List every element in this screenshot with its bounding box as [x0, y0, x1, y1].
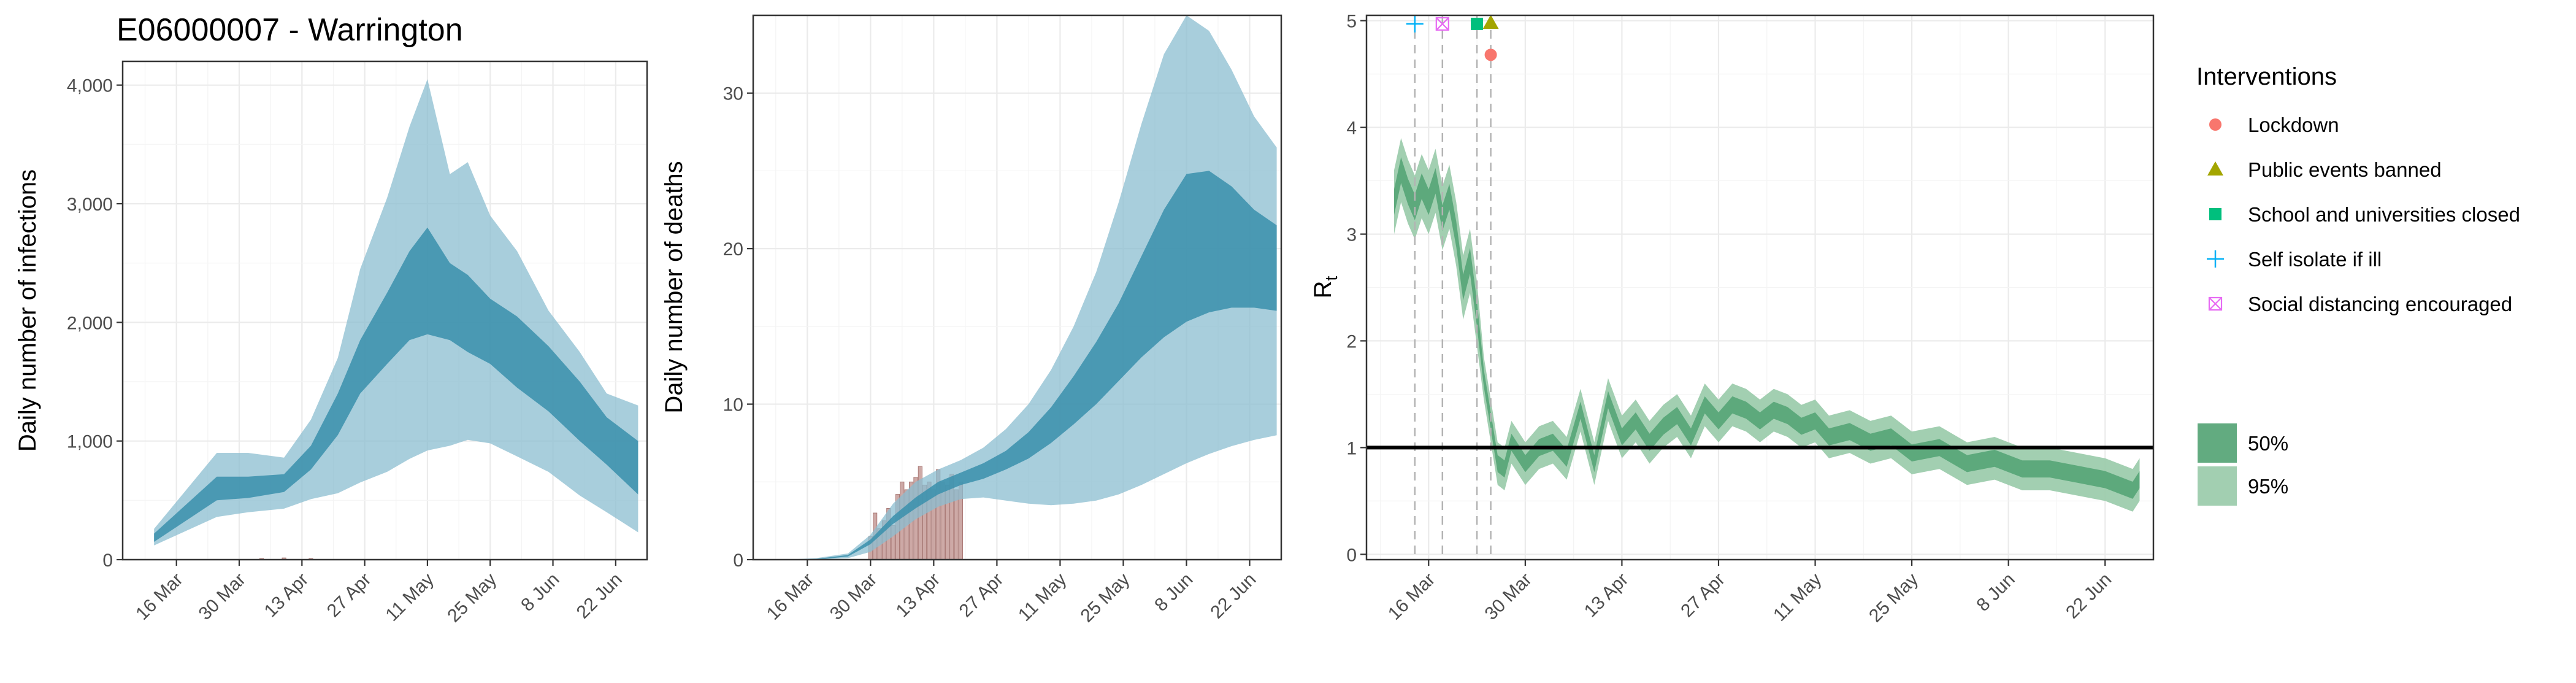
infections-panel-border [121, 60, 648, 561]
rt-x-tick-label: 11 May [1769, 569, 1825, 625]
rt-ci50-band [1394, 157, 2140, 499]
deaths-x-tick-label: 27 Apr [956, 569, 1008, 622]
rt-panel: 16 Mar 30 Mar 13 Apr 27 Apr 11 May 25 May 8 Ju… [1309, 12, 2155, 627]
social-distancing-encouraged-marker [1435, 17, 1449, 31]
rt-y-tick-label: 0 [1346, 545, 1357, 565]
infections-y-tick-label: 3,000 [67, 195, 113, 215]
rt-x-tick-label: 27 Apr [1677, 569, 1729, 622]
deaths-y-tick-label: 30 [723, 84, 743, 104]
infections-ci50-band [154, 227, 638, 542]
rt-panel-border [1365, 14, 2155, 561]
ci-legend-label: 50% [2248, 432, 2288, 455]
legend-label: Lockdown [2248, 114, 2339, 136]
infections-x-tick-label: 11 May [382, 569, 438, 625]
infections-x-tick-label: 16 Mar [132, 569, 186, 624]
rt-axes: 16 Mar 30 Mar 13 Apr 27 Apr 11 May 25 May 8 Ju… [1346, 12, 2115, 627]
figure-title: E06000007 - Warrington [117, 12, 463, 48]
deaths-ci50-band [784, 171, 1277, 560]
legend-label: Self isolate if ill [2248, 248, 2382, 271]
infections-y-tick-label: 1,000 [67, 432, 113, 452]
deaths-y-tick-label: 0 [733, 550, 743, 571]
interventions-legend: Interventions Lockdown Public events bann… [2196, 63, 2520, 506]
infections-y-label: Daily number of infections [14, 169, 41, 452]
legend-label: Social distancing encouraged [2248, 293, 2512, 315]
rt-data [1367, 15, 2153, 560]
deaths-data [784, 15, 1277, 560]
deaths-x-tick-label: 22 Jun [1206, 569, 1260, 623]
legend-key-school-and-universities-closed [2209, 208, 2221, 220]
rt-x-tick-label: 16 Mar [1384, 569, 1439, 624]
rt-x-tick-label: 22 Jun [2062, 569, 2115, 623]
deaths-y-tick-label: 10 [723, 395, 743, 415]
legend-key-public-events-banned [2207, 161, 2223, 176]
deaths-x-tick-label: 8 Jun [1151, 569, 1197, 615]
legend-label: School and universities closed [2248, 203, 2520, 226]
ci-legend-label: 95% [2248, 475, 2288, 498]
infections-x-tick-label: 30 Mar [195, 569, 250, 624]
public-events-banned-marker [1482, 15, 1499, 29]
rt-y-tick-label: 3 [1346, 225, 1357, 245]
rt-x-tick-label: 8 Jun [1972, 569, 2018, 615]
legend-key-lockdown [2209, 118, 2221, 131]
rt-y-tick-label: 5 [1346, 12, 1357, 32]
deaths-y-label: Daily number of deaths [661, 161, 688, 413]
infections-x-tick-label: 13 Apr [261, 569, 313, 622]
rt-x-tick-label: 25 May [1865, 569, 1922, 627]
legend-key-self-isolate-if-ill [2207, 250, 2224, 268]
self-isolate-if-ill-marker [1406, 15, 1424, 33]
rt-y-label: Rt [1309, 276, 1341, 298]
deaths-x-tick-label: 30 Mar [826, 569, 881, 624]
infections-y-tick-label: 2,000 [67, 313, 113, 333]
infections-x-tick-label: 8 Jun [517, 569, 563, 615]
lockdown-marker [1484, 48, 1497, 61]
infections-y-tick-label: 4,000 [67, 76, 113, 96]
deaths-x-tick-label: 13 Apr [892, 569, 945, 622]
deaths-x-tick-label: 11 May [1014, 569, 1070, 625]
infections-x-tick-label: 25 May [443, 569, 500, 627]
ci-legend-key [2198, 466, 2237, 506]
infections-x-tick-label: 22 Jun [573, 569, 626, 623]
ci-legend-key [2198, 423, 2237, 463]
deaths-y-tick-label: 20 [723, 239, 743, 260]
legend-label: Public events banned [2248, 158, 2442, 181]
legend-items: Lockdown Public events banned School and u… [2207, 114, 2520, 315]
school-and-universities-closed-marker [1471, 17, 1484, 30]
rt-y-tick-label: 4 [1346, 118, 1357, 139]
infections-y-tick-label: 0 [102, 550, 113, 571]
rt-y-tick-label: 2 [1346, 331, 1357, 352]
rt-x-tick-label: 30 Mar [1481, 569, 1535, 624]
rt-x-tick-label: 13 Apr [1581, 569, 1633, 622]
rt-y-tick-label: 1 [1346, 438, 1357, 458]
deaths-x-tick-label: 16 Mar [763, 569, 818, 624]
deaths-panel-border [752, 14, 1282, 561]
legend-key-social-distancing-encouraged [2208, 296, 2223, 311]
deaths-x-tick-label: 25 May [1076, 569, 1133, 627]
deaths-panel: 16 Mar 30 Mar 13 Apr 27 Apr 11 May 25 May 8 Ju… [661, 14, 1282, 627]
legend-title: Interventions [2196, 63, 2337, 90]
deaths-ci95-band [784, 15, 1277, 560]
ci-legend: 50% 95% [2198, 423, 2288, 506]
infections-panel: 16 Mar 30 Mar 13 Apr 27 Apr 11 May 25 May 8 Ju… [14, 60, 648, 627]
infections-x-tick-label: 27 Apr [323, 569, 375, 622]
